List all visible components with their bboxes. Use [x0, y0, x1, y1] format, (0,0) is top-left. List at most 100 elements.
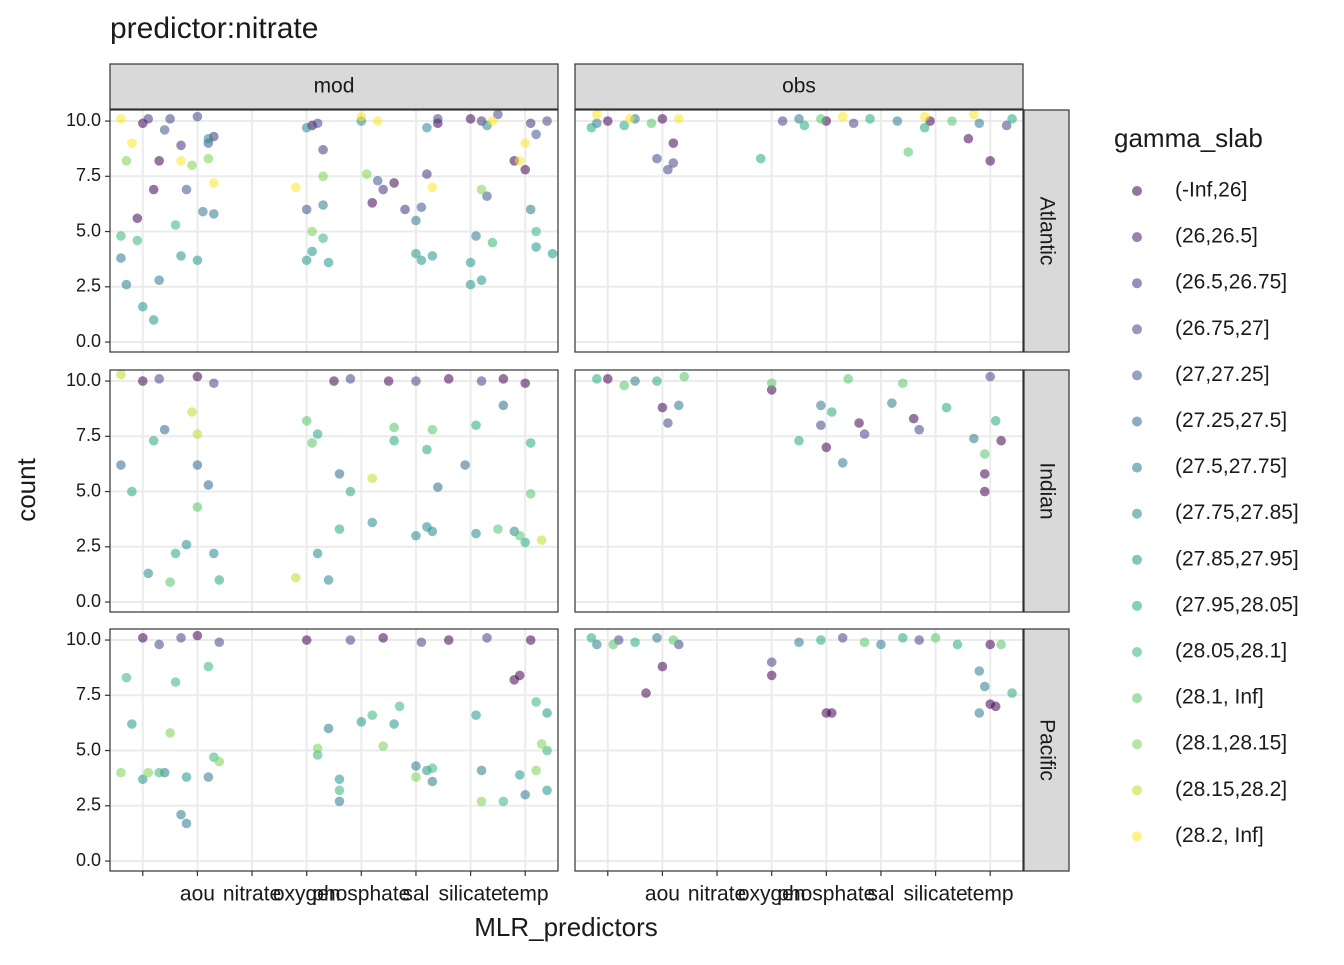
y-tick-label: 10.0	[66, 629, 101, 649]
x-tick-label: silicate	[438, 883, 502, 906]
point	[143, 767, 154, 778]
point	[116, 767, 126, 778]
y-tick-label: 5.0	[76, 220, 101, 240]
legend-label: (28.05,28.1]	[1175, 640, 1287, 663]
point	[471, 420, 481, 431]
x-tick-label: phosphate	[777, 883, 875, 906]
point	[985, 639, 996, 650]
point	[318, 171, 328, 182]
point	[837, 458, 848, 468]
point	[531, 129, 541, 140]
point	[154, 374, 164, 384]
point	[318, 233, 328, 243]
strip-label: mod	[314, 75, 355, 98]
point	[334, 796, 345, 807]
y-tick-label: 7.5	[76, 165, 101, 185]
point	[1007, 688, 1017, 698]
point	[334, 524, 345, 534]
point	[312, 118, 323, 129]
point	[476, 275, 487, 285]
point	[941, 402, 952, 413]
point	[443, 374, 454, 384]
y-tick-label: 0.0	[76, 331, 101, 351]
point	[307, 246, 317, 257]
y-tick-label: 7.5	[76, 684, 101, 704]
point	[323, 575, 334, 585]
point	[307, 438, 317, 448]
point	[214, 575, 225, 585]
point	[176, 140, 186, 151]
point	[963, 133, 974, 144]
point	[674, 400, 684, 411]
point	[411, 376, 421, 386]
x-tick-label: nitrate	[688, 883, 746, 906]
point	[542, 745, 552, 756]
point	[919, 122, 930, 133]
y-tick-label: 5.0	[76, 480, 101, 500]
point	[630, 376, 640, 386]
point	[334, 774, 345, 785]
point	[668, 635, 679, 645]
point	[471, 710, 481, 720]
point	[990, 701, 1001, 712]
point	[389, 719, 399, 729]
point	[159, 424, 170, 435]
point	[170, 548, 181, 559]
point	[137, 774, 148, 785]
point	[121, 156, 132, 166]
point	[192, 429, 203, 439]
legend-marker	[1132, 600, 1142, 611]
point	[476, 184, 487, 195]
point	[301, 635, 312, 645]
strip	[1023, 628, 1070, 872]
point	[487, 116, 498, 126]
point	[209, 548, 219, 559]
point	[476, 765, 487, 776]
point	[663, 418, 673, 428]
point	[443, 635, 454, 645]
point	[520, 164, 531, 175]
point	[181, 772, 192, 782]
y-axis-label: count	[11, 457, 41, 521]
point	[602, 374, 613, 384]
point	[816, 114, 826, 124]
point	[383, 376, 394, 386]
point	[176, 251, 186, 261]
point	[630, 637, 640, 648]
point	[887, 398, 897, 408]
point	[624, 114, 635, 124]
point	[536, 739, 547, 749]
point	[378, 741, 388, 751]
point	[498, 400, 509, 411]
legend-label: (28.1, Inf]	[1175, 686, 1264, 709]
legend-marker	[1132, 508, 1142, 519]
point	[493, 524, 503, 534]
point	[192, 111, 203, 122]
legend-marker	[1132, 186, 1142, 196]
strip	[1023, 369, 1070, 613]
point	[520, 537, 531, 548]
point	[416, 637, 427, 648]
point	[176, 809, 186, 820]
point	[154, 767, 164, 778]
point	[498, 796, 509, 807]
legend-label: (27,27.25]	[1175, 363, 1270, 386]
point	[641, 688, 651, 698]
point	[821, 442, 832, 453]
point	[389, 178, 399, 188]
point	[652, 633, 662, 643]
legend-label: (27.85,27.95]	[1175, 547, 1299, 570]
x-axis-label: MLR_predictors	[474, 912, 658, 942]
x-tick-label: nitrate	[223, 883, 281, 906]
point	[531, 765, 541, 776]
y-tick-label: 2.5	[76, 795, 101, 815]
point	[170, 220, 181, 230]
point	[389, 435, 399, 446]
point	[919, 111, 930, 122]
point	[121, 672, 132, 683]
point	[514, 530, 525, 541]
point	[476, 796, 487, 807]
legend-label: (27.5,27.75]	[1175, 455, 1287, 478]
point	[586, 122, 597, 133]
point	[427, 182, 438, 193]
